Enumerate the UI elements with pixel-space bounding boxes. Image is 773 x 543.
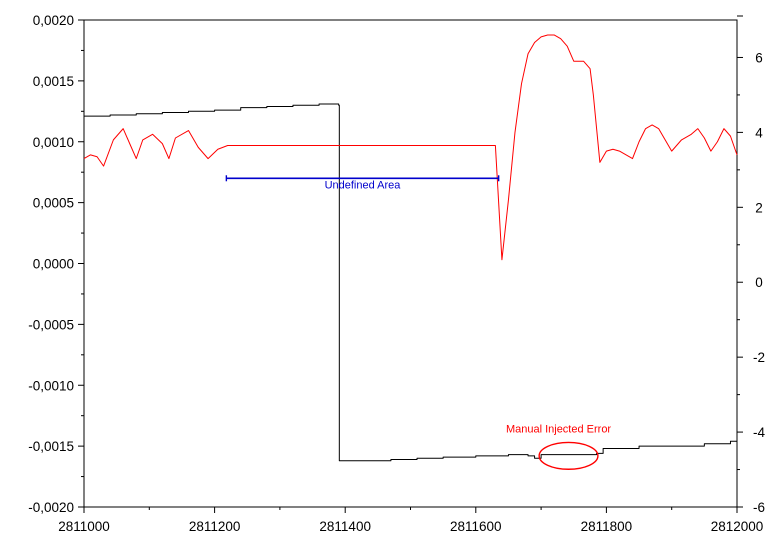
- y-tick-label: -0,0005: [28, 317, 74, 332]
- error-label: Manual Injected Error: [506, 423, 611, 435]
- plot-area: [83, 19, 738, 508]
- error-ellipse: [538, 441, 599, 470]
- y2-tick-label: 2: [755, 200, 763, 215]
- x-tick-label: 2811800: [581, 519, 633, 534]
- y-tick-label: -0,0010: [28, 378, 74, 393]
- y2-tick-label: 4: [755, 125, 763, 140]
- y-tick-label: 0,0010: [33, 135, 74, 150]
- y-tick-label: 0,0005: [33, 196, 74, 211]
- x-tick-label: 2811600: [450, 519, 502, 534]
- y-tick-label: -0,0020: [28, 500, 74, 515]
- x-tick-label: 2811400: [319, 519, 371, 534]
- y-tick-label: 0,0000: [33, 257, 74, 272]
- y-tick-label: -0,0015: [28, 439, 74, 454]
- x-tick-label: 2811200: [189, 519, 241, 534]
- y2-tick-label: -6: [753, 500, 765, 515]
- series-line-left: [84, 103, 738, 462]
- series-line-right: [83, 34, 738, 261]
- y2-tick-label: 0: [755, 275, 763, 290]
- range-bar-label: Undefined Area: [325, 179, 402, 191]
- x-tick-label: 2811000: [58, 519, 110, 534]
- y-tick-label: 0,0015: [33, 74, 74, 89]
- x-tick-label: 2812000: [711, 519, 764, 534]
- y2-tick-label: 6: [755, 50, 763, 65]
- y2-tick-label: -2: [753, 350, 765, 365]
- y-tick-label: 0,0020: [33, 13, 74, 28]
- y2-tick-label: -4: [753, 425, 765, 440]
